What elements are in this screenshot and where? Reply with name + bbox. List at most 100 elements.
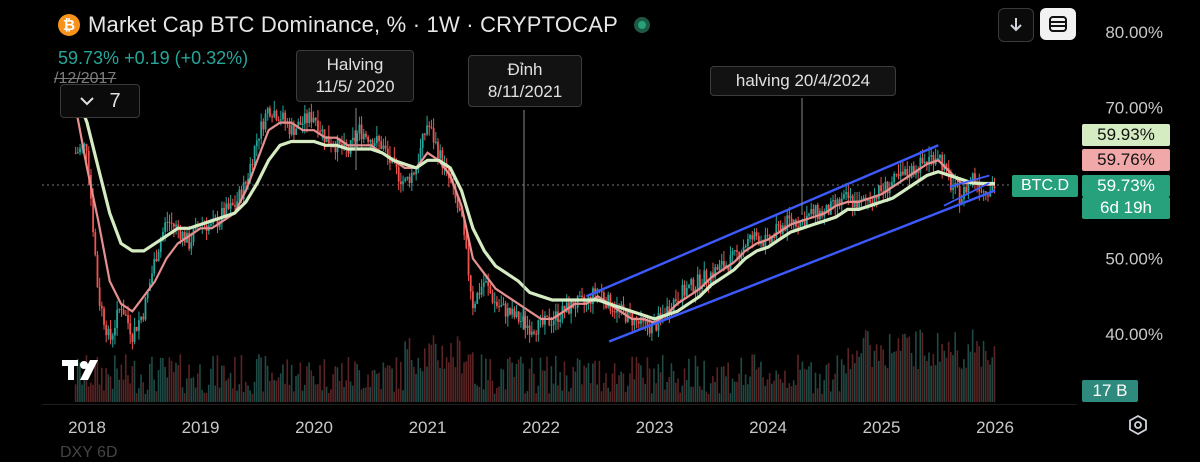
- volume-bar: [622, 373, 625, 402]
- volume-bar: [533, 373, 535, 402]
- volume-bar: [142, 382, 145, 402]
- symbol-header[interactable]: ₿ Market Cap BTC Dominance, % · 1W · CRY…: [58, 12, 651, 38]
- volume-bar: [786, 387, 788, 402]
- volume-bar: [550, 366, 553, 402]
- camera-icon: [1049, 16, 1067, 32]
- volume-bar: [179, 354, 182, 402]
- volume-bar: [939, 361, 941, 402]
- volume-bar: [834, 373, 836, 402]
- channel-upper-line: [585, 144, 939, 298]
- candle: [705, 268, 708, 291]
- volume-bar: [127, 375, 129, 402]
- volume-bar: [862, 338, 865, 402]
- volume-bar: [384, 367, 387, 402]
- settings-button[interactable]: [1126, 414, 1150, 438]
- volume-bar: [216, 355, 219, 402]
- candle: [231, 198, 234, 206]
- candle: [111, 332, 114, 348]
- candle: [168, 214, 171, 232]
- candle: [581, 287, 583, 299]
- candle: [482, 272, 485, 297]
- volume-bar: [984, 350, 987, 402]
- candle: [434, 131, 437, 145]
- volume-bar: [94, 363, 96, 402]
- candle: [480, 279, 483, 298]
- volume-bar: [554, 355, 557, 402]
- volume-bar: [853, 363, 856, 402]
- volume-bar: [354, 361, 356, 402]
- volume-bar: [391, 368, 393, 402]
- volume-bar: [956, 350, 959, 402]
- volume-bar: [541, 370, 544, 402]
- candle: [703, 261, 706, 287]
- volume-bar: [332, 374, 334, 402]
- volume-bar: [124, 354, 127, 402]
- volume-bar: [347, 357, 350, 402]
- candle: [816, 202, 819, 225]
- volume-bar: [701, 389, 703, 402]
- volume-bar: [696, 366, 699, 402]
- volume-bar: [138, 388, 140, 402]
- volume-bar: [773, 380, 775, 402]
- volume-bar: [548, 393, 550, 402]
- volume-bar: [245, 381, 247, 402]
- volume-bar: [635, 356, 638, 402]
- indicator-count: 7: [109, 89, 121, 112]
- volume-bar: [98, 384, 101, 402]
- candle: [426, 115, 428, 137]
- volume-bar: [240, 354, 243, 402]
- candle: [474, 301, 476, 313]
- volume-bar: [592, 363, 594, 402]
- volume-bar: [393, 391, 396, 402]
- candle: [135, 326, 138, 332]
- candle: [319, 121, 322, 135]
- download-button[interactable]: [998, 8, 1034, 42]
- candle: [716, 264, 719, 271]
- volume-bar: [788, 383, 791, 402]
- annotation-peak-2021[interactable]: Đỉnh 8/11/2021: [468, 55, 582, 107]
- symbol-tag[interactable]: BTC.D: [1012, 175, 1078, 197]
- price-tick-label: 70.00%: [1105, 99, 1163, 118]
- volume-bar: [480, 354, 483, 402]
- volume-bar: [399, 361, 402, 402]
- volume-bar: [851, 354, 854, 402]
- volume-bar: [155, 391, 158, 402]
- volume-histogram: [74, 329, 996, 402]
- volume-bar: [694, 355, 697, 402]
- volume-bar: [238, 384, 241, 402]
- candle: [124, 309, 127, 317]
- volume-bar: [513, 376, 516, 402]
- candle: [242, 175, 245, 205]
- volume-bar: [129, 383, 131, 402]
- snapshot-button[interactable]: [1040, 8, 1076, 40]
- download-icon: [1010, 18, 1022, 32]
- volume-bar: [92, 384, 94, 402]
- tradingview-logo-icon[interactable]: [62, 358, 110, 389]
- volume-bar: [668, 377, 671, 402]
- annotation-halving-2024[interactable]: halving 20/4/2024: [710, 66, 896, 96]
- volume-bar: [989, 364, 991, 402]
- candle: [79, 144, 81, 156]
- candle: [144, 296, 147, 322]
- volume-bar: [884, 365, 887, 402]
- volume-bar: [408, 337, 411, 402]
- candle: [515, 304, 518, 319]
- candle: [851, 193, 854, 217]
- volume-bar: [502, 369, 505, 402]
- volume-bar: [269, 380, 271, 402]
- annotation-halving-2020[interactable]: Halving 11/5/ 2020: [296, 50, 414, 102]
- candle: [838, 197, 841, 210]
- volume-bar: [397, 388, 400, 402]
- symbol-title[interactable]: Market Cap BTC Dominance, % · 1W · CRYPT…: [88, 12, 619, 37]
- volume-bar: [888, 334, 891, 402]
- candle: [155, 249, 158, 263]
- time-tick-label: 2020: [295, 418, 333, 437]
- candle: [76, 146, 79, 154]
- candle: [98, 277, 101, 311]
- volume-bar: [771, 383, 773, 402]
- candle: [227, 197, 230, 211]
- candle: [303, 104, 306, 134]
- volume-bar: [760, 361, 762, 402]
- indicators-toggle-button[interactable]: 7: [60, 84, 140, 118]
